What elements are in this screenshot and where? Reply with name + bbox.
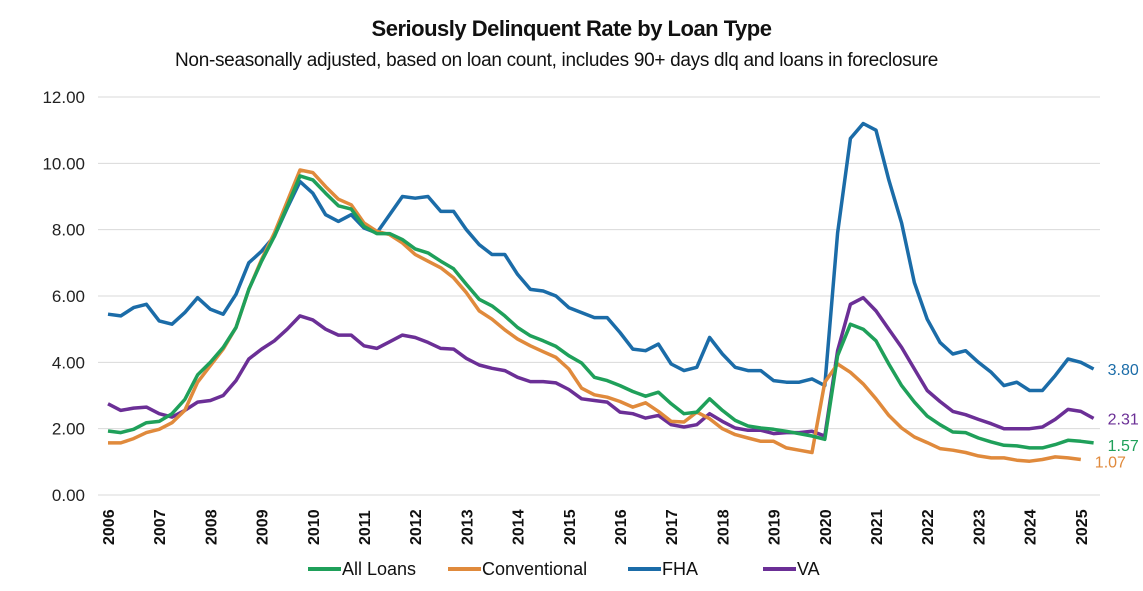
legend-label: FHA	[662, 559, 698, 579]
y-tick-label: 4.00	[52, 353, 85, 372]
x-tick-label: 2024	[1023, 509, 1040, 545]
end-labels: 1.571.07 3.80 2.31	[1095, 362, 1139, 472]
legend-item-all-loans: All Loans	[308, 559, 416, 579]
legend-label: VA	[797, 559, 820, 579]
x-tick-label: 2015	[562, 509, 579, 545]
y-tick-label: 8.00	[52, 221, 85, 240]
x-tick-label: 2006	[101, 509, 118, 545]
legend-label: Conventional	[482, 559, 587, 579]
legend-label: All Loans	[342, 559, 416, 579]
legend-item-fha: FHA	[628, 559, 698, 579]
x-tick-label: 2023	[971, 509, 988, 545]
legend-item-conventional: Conventional	[448, 559, 587, 579]
legend-item-va: VA	[763, 559, 820, 579]
x-axis: 2006 2007 2008 2009 2010 2011 2012 2013 2014 2015…	[101, 509, 1091, 545]
end-label-conventional: 1.07	[1095, 455, 1126, 472]
chart-title: Seriously Delinquent Rate by Loan Type	[371, 16, 772, 41]
x-tick-label: 2013	[459, 509, 476, 545]
end-label-all-loans: 1.57	[1108, 438, 1139, 455]
y-tick-label: 2.00	[52, 420, 85, 439]
y-tick-label: 6.00	[52, 287, 85, 306]
x-tick-label: 2020	[818, 509, 835, 545]
end-label-va: 2.31	[1108, 411, 1139, 428]
series-lines	[107, 121, 1095, 463]
x-tick-label: 2021	[869, 509, 886, 545]
x-tick-label: 2022	[920, 509, 937, 545]
y-tick-label: 0.00	[52, 486, 85, 505]
x-tick-label: 2012	[408, 509, 425, 545]
y-axis: 0.00 2.00 4.00 6.00 8.00 10.00 12.00	[42, 88, 85, 505]
y-tick-label: 10.00	[42, 154, 85, 173]
chart-subtitle: Non-seasonally adjusted, based on loan c…	[175, 50, 939, 71]
x-tick-label: 2011	[357, 510, 374, 545]
x-tick-label: 2009	[255, 509, 272, 545]
series-line-va	[107, 295, 1095, 438]
y-tick-label: 12.00	[42, 88, 85, 107]
x-tick-label: 2017	[664, 509, 681, 545]
gridlines	[98, 96, 1100, 496]
x-tick-label: 2019	[767, 509, 784, 545]
x-tick-label: 2016	[613, 509, 630, 545]
x-tick-label: 2008	[203, 509, 220, 545]
x-tick-label: 2007	[152, 509, 169, 545]
legend: All Loans Conventional FHA VA	[308, 559, 820, 579]
end-label-fha: 3.80	[1108, 362, 1139, 379]
series-line-conventional	[108, 168, 1082, 463]
x-tick-label: 2018	[715, 509, 732, 545]
series-line-all-loans	[107, 174, 1094, 450]
x-tick-label: 2014	[511, 509, 528, 545]
x-tick-label: 2025	[1074, 509, 1091, 545]
x-tick-label: 2010	[306, 509, 323, 545]
